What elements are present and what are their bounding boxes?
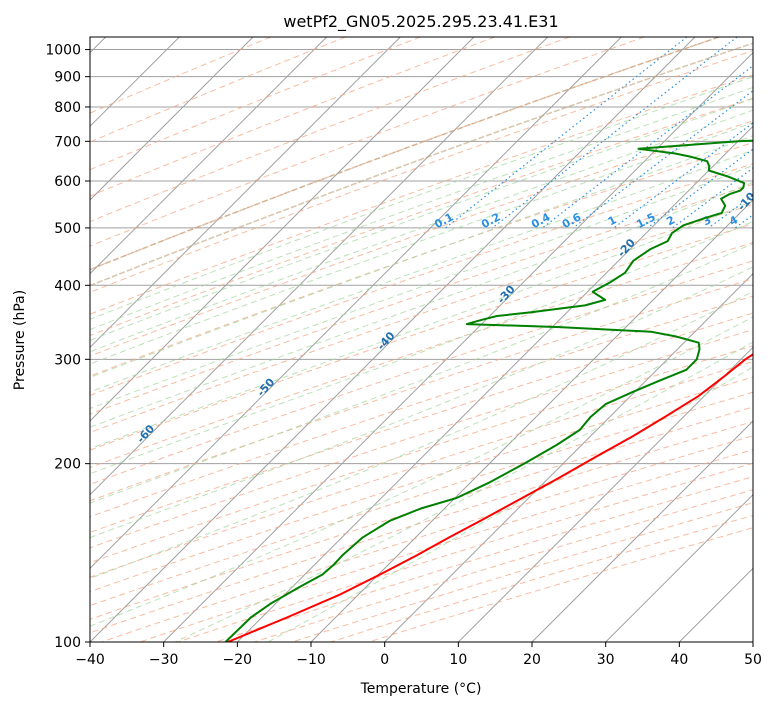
axis-ticks: −40 −30 −20 −10 0 10 20 30 40 50 100 200 300 400 500 60… bbox=[45, 43, 762, 668]
y-tick-label: 800 bbox=[54, 100, 81, 116]
profile-series bbox=[224, 139, 753, 642]
dry-adiabat-line bbox=[90, 260, 753, 485]
dewpoint-profile-line bbox=[224, 139, 753, 642]
dry-adiabat-line bbox=[90, 163, 753, 396]
x-tick-label: −30 bbox=[149, 652, 179, 668]
dry-adiabat-line bbox=[90, 97, 753, 337]
dry-adiabat-line bbox=[90, 37, 570, 223]
isotherm-line bbox=[605, 493, 753, 642]
moist-adiabat-line bbox=[90, 266, 753, 539]
mixing-ratio-line bbox=[572, 89, 753, 229]
isotherm-line bbox=[531, 420, 753, 642]
dry-adiabat-line bbox=[90, 37, 496, 197]
isotherm-line bbox=[163, 51, 753, 642]
isotherm-line bbox=[90, 37, 328, 275]
isotherm-line bbox=[310, 199, 753, 642]
isotherm-line bbox=[236, 125, 753, 642]
moist-adiabat-line bbox=[90, 98, 753, 341]
dry-adiabat-line bbox=[90, 37, 421, 171]
mixing-ratio-line bbox=[672, 167, 753, 229]
y-tick-label: 300 bbox=[54, 352, 81, 368]
isotherm-grid bbox=[90, 37, 753, 642]
isotherm-line bbox=[90, 37, 622, 570]
dry-adiabat-line bbox=[90, 329, 753, 549]
dry-adiabat-line bbox=[90, 312, 753, 533]
dry-adiabat-line bbox=[90, 74, 753, 315]
dry-adiabat-line bbox=[90, 361, 753, 578]
x-tick-label: 10 bbox=[449, 652, 467, 668]
isotherm-line bbox=[90, 37, 401, 349]
y-tick-label: 400 bbox=[54, 278, 81, 294]
y-tick-label: 700 bbox=[54, 134, 81, 150]
x-tick-label: 30 bbox=[597, 652, 615, 668]
dry-adiabat-line bbox=[90, 120, 753, 357]
y-tick-label: 900 bbox=[54, 70, 81, 86]
moist-adiabats bbox=[90, 76, 753, 642]
plot-frame bbox=[89, 36, 754, 643]
moist-adiabat-line bbox=[90, 164, 753, 410]
isotherm-line bbox=[90, 37, 254, 201]
reference-parcel-curve bbox=[90, 42, 753, 287]
temperature-profile-line bbox=[227, 353, 753, 642]
x-tick-label: 20 bbox=[523, 652, 541, 668]
reference-parcel-curve bbox=[90, 37, 720, 271]
x-axis-label: Temperature (°C) bbox=[360, 681, 482, 697]
background-line-labels: 0.10.20.40.611.52346810131620253036-100-… bbox=[134, 190, 753, 446]
moist-adiabat-line bbox=[90, 242, 753, 504]
moist-adiabat-line bbox=[90, 181, 753, 428]
y-tick-label: 200 bbox=[54, 457, 81, 473]
y-tick-label: 100 bbox=[54, 635, 81, 651]
reference-parcel-curves bbox=[90, 37, 753, 287]
isotherm-line bbox=[90, 37, 549, 496]
y-axis-label: Pressure (hPa) bbox=[12, 290, 28, 390]
moist-adiabat-line bbox=[90, 76, 753, 320]
dry-adiabat-line bbox=[90, 50, 753, 293]
moist-adiabat-line bbox=[90, 200, 753, 450]
chart-title: wetPf2_GN05.2025.295.23.41.E31 bbox=[283, 12, 558, 32]
y-tick-label: 500 bbox=[54, 221, 81, 237]
isotherm-line bbox=[457, 346, 753, 642]
mixing-ratio-line bbox=[445, 37, 688, 229]
dry-adiabat-line bbox=[90, 278, 753, 502]
isotherm-line bbox=[90, 37, 696, 642]
isobar-grid bbox=[90, 49, 753, 642]
mixing-ratio-line bbox=[492, 37, 738, 229]
moist-adiabat-line bbox=[90, 86, 753, 331]
isotherm-line bbox=[90, 37, 475, 422]
x-tick-label: −40 bbox=[75, 652, 105, 668]
moist-adiabat-line bbox=[90, 291, 753, 579]
moist-adiabat-line bbox=[267, 366, 753, 642]
x-tick-label: 40 bbox=[670, 652, 688, 668]
mixing-ratio-lines bbox=[445, 37, 753, 229]
dry-adiabat-line bbox=[90, 37, 346, 143]
dry-adiabat-line bbox=[90, 142, 753, 377]
y-tick-label: 600 bbox=[54, 174, 81, 190]
mixing-ratio-line bbox=[647, 148, 753, 229]
x-tick-label: −20 bbox=[223, 652, 253, 668]
y-tick-label: 1000 bbox=[45, 43, 81, 59]
x-tick-label: 50 bbox=[744, 652, 762, 668]
plot-area: 0.10.20.40.611.52346810131620253036-100-… bbox=[90, 37, 753, 642]
x-tick-label: 0 bbox=[380, 652, 389, 668]
dry-adiabat-line bbox=[90, 37, 645, 247]
dry-adiabat-line bbox=[90, 391, 753, 607]
moist-adiabat-line bbox=[90, 109, 753, 353]
dry-adiabats bbox=[90, 37, 753, 642]
x-tick-label: −10 bbox=[296, 652, 326, 668]
dry-adiabat-line bbox=[90, 223, 753, 451]
